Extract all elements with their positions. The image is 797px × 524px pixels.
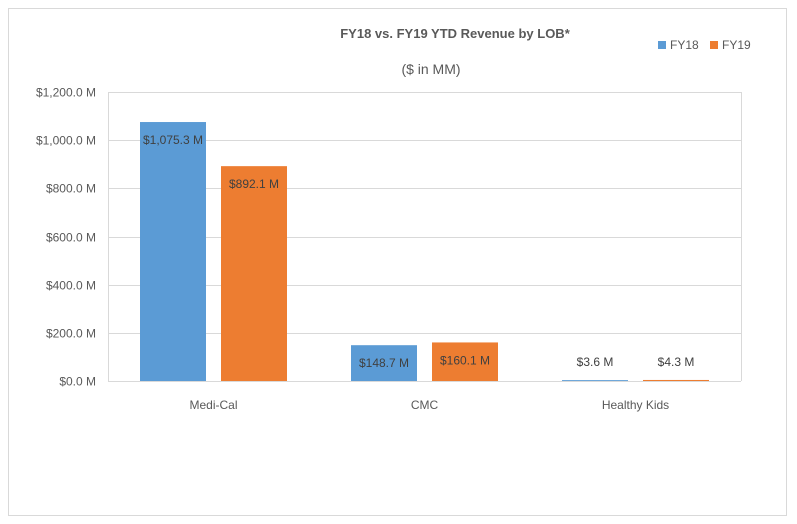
legend-swatch — [658, 41, 666, 49]
x-tick-label: Healthy Kids — [602, 398, 669, 412]
data-label: $892.1 M — [229, 177, 279, 191]
y-tick-label: $200.0 M — [46, 327, 96, 341]
data-label: $1,075.3 M — [143, 133, 203, 147]
y-tick-label: $800.0 M — [46, 182, 96, 196]
data-label: $148.7 M — [359, 356, 409, 370]
data-label: $3.6 M — [577, 355, 614, 369]
x-axis: Medi-Cal CMC Healthy Kids — [189, 398, 669, 412]
data-labels: $1,075.3 M $892.1 M $148.7 M $160.1 M $3.6 M… — [143, 133, 694, 370]
chart-subtitle: ($ in MM) — [401, 61, 460, 77]
legend: FY18 FY19 — [658, 38, 751, 52]
bar-fy19-1 — [221, 166, 287, 381]
y-tick-label: $0.0 M — [59, 375, 96, 389]
bar-fy18-3 — [562, 380, 628, 381]
bar-fy19-2 — [432, 342, 498, 381]
gridlines — [108, 92, 742, 382]
y-axis: $0.0 M $200.0 M $400.0 M $600.0 M $800.0 M $1… — [36, 86, 96, 389]
bar-fy18-2 — [351, 345, 417, 381]
legend-label: FY18 — [670, 38, 699, 52]
bar-fy19-3 — [643, 379, 709, 381]
bars — [140, 122, 709, 381]
legend-swatch — [710, 41, 718, 49]
data-label: $160.1 M — [440, 353, 490, 367]
y-tick-label: $1,200.0 M — [36, 86, 96, 100]
data-label: $4.3 M — [658, 355, 695, 369]
x-tick-label: CMC — [411, 398, 439, 412]
legend-label: FY19 — [722, 38, 751, 52]
bar-fy18-1 — [140, 122, 206, 381]
x-tick-label: Medi-Cal — [189, 398, 237, 412]
chart-title: FY18 vs. FY19 YTD Revenue by LOB* — [340, 26, 570, 41]
y-tick-label: $400.0 M — [46, 279, 96, 293]
y-tick-label: $1,000.0 M — [36, 134, 96, 148]
y-tick-label: $600.0 M — [46, 231, 96, 245]
